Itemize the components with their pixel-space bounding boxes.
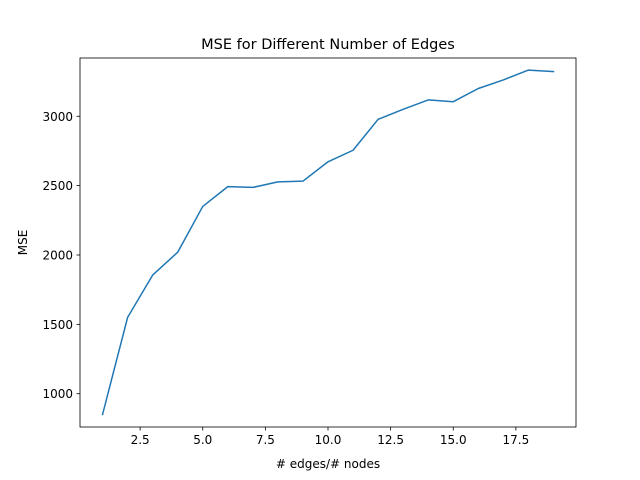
x-tick-label: 2.5 (131, 433, 150, 447)
y-tick-label: 2500 (42, 179, 73, 193)
x-tick-label: 5.0 (193, 433, 212, 447)
x-axis: 2.5 5.0 7.5 10.0 12.5 15.0 17.5 (131, 427, 530, 447)
y-tick-label: 2000 (42, 248, 73, 262)
x-tick-label: 15.0 (440, 433, 467, 447)
x-tick-label: 12.5 (377, 433, 404, 447)
x-tick-label: 10.0 (315, 433, 342, 447)
y-axis-label: MSE (16, 230, 30, 256)
chart-title: MSE for Different Number of Edges (201, 37, 455, 53)
y-tick-label: 3000 (42, 110, 73, 124)
x-tick-label: 7.5 (256, 433, 275, 447)
y-tick-label: 1000 (42, 387, 73, 401)
series-layer (101, 69, 555, 416)
y-tick-label: 1500 (42, 318, 73, 332)
y-axis: 1000 1500 2000 2500 3000 (42, 110, 80, 401)
plot-area-frame (79, 57, 577, 428)
series-line-0 (101, 69, 555, 416)
x-tick-label: 17.5 (503, 433, 530, 447)
x-axis-label: # edges/# nodes (276, 457, 380, 471)
